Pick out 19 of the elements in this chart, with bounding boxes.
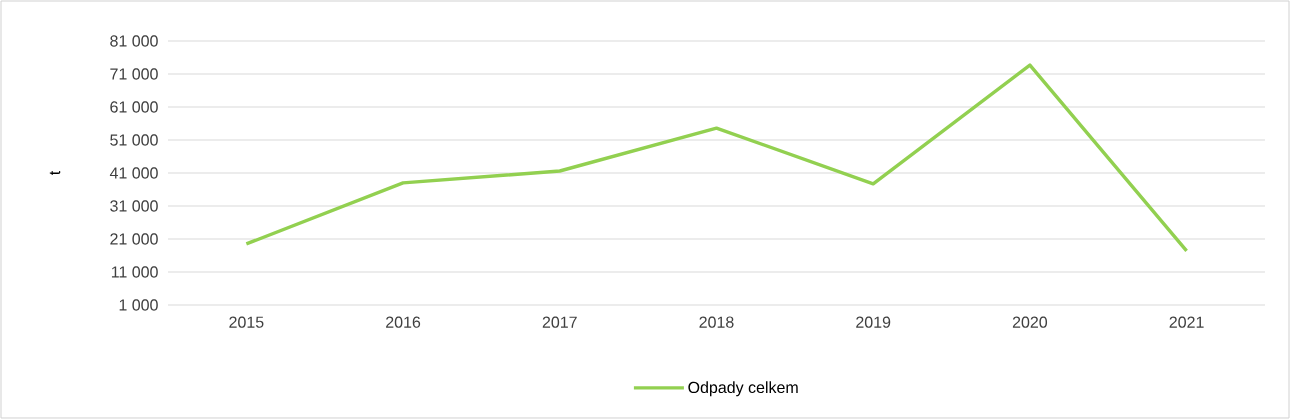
x-tick-label: 2020	[1012, 316, 1048, 328]
y-tick-label: 1 000	[119, 299, 158, 311]
y-axis-title: t	[49, 170, 61, 175]
x-tick-label: 2017	[542, 316, 577, 328]
x-tick-label: 2021	[1169, 316, 1204, 328]
line-series	[244, 63, 1189, 253]
y-tick-label: 61 000	[110, 101, 158, 113]
y-tick-label: 21 000	[110, 233, 158, 245]
y-tick-label: 31 000	[110, 200, 158, 212]
y-tick-label: 41 000	[109, 167, 158, 179]
x-tick-label: 2018	[699, 316, 734, 328]
x-tick-label: 2019	[856, 316, 891, 328]
y-tick-label: 51 000	[110, 134, 158, 146]
x-tick-label: 2015	[229, 316, 264, 328]
y-tick-label: 81 000	[110, 35, 158, 47]
y-tick-label: 11 000	[111, 266, 158, 278]
x-tick-label: 2016	[386, 316, 421, 328]
legend-label: Odpady celkem	[688, 381, 798, 397]
y-tick-label: 71 000	[110, 68, 158, 80]
